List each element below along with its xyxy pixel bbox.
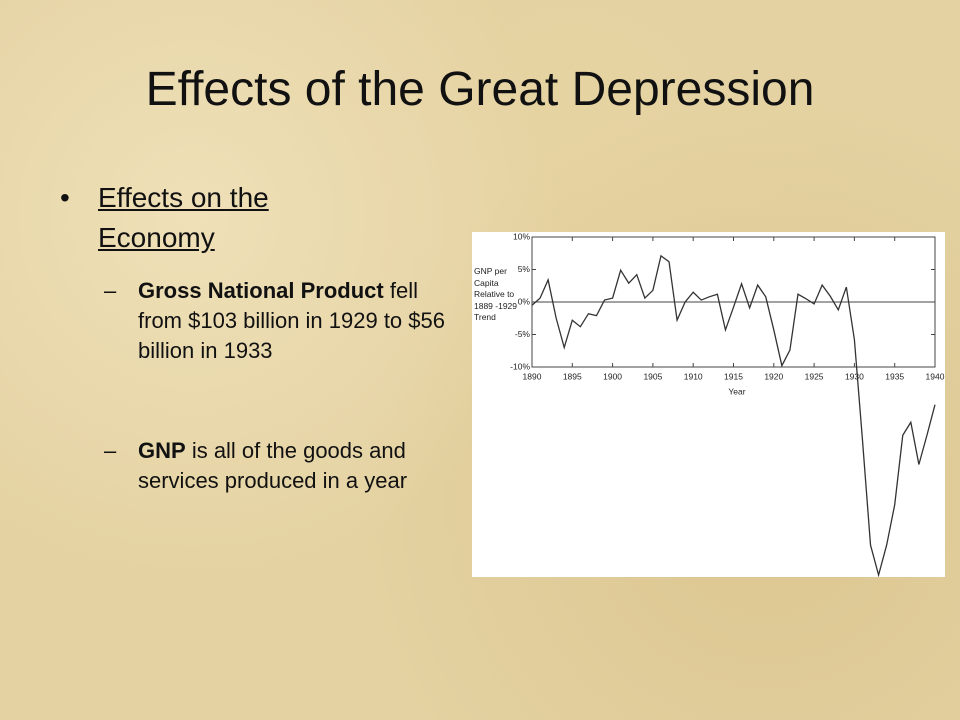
bullet: Effects on the Economy [60,178,358,258]
y-tick-label: 5% [518,264,531,274]
x-tick-label: 1895 [563,371,582,381]
x-tick-label: 1930 [845,371,864,381]
y-tick-label: 10% [513,232,530,241]
bold-text: Gross National Product [138,278,384,303]
slide-title: Effects of the Great Depression [145,63,815,116]
chart-svg: Year -10% -5% 0% 5% 10% 1890 1895 1900 1905 1910 1… [510,232,945,577]
sub-bullet-text: fell from $103 billion in 1929 to $56 bi… [138,278,445,363]
x-tick-label: 1940 [926,371,945,381]
data-line [531,254,936,577]
x-tick-label: 1900 [603,371,622,381]
chart: Year -10% -5% 0% 5% 10% 1890 1895 1900 1905 1910 1… [472,232,945,577]
y-axis-label: GNP per Capita Relative to 1889 -1929 Tr… [474,266,518,322]
bold-text: GNP [138,438,186,463]
sub-bullet: Gross National Product fell from $103 bi… [104,276,466,366]
y-tick-label: -5% [515,329,531,339]
y-tick-label: 0% [518,296,531,306]
x-tick-label: 1935 [885,371,904,381]
x-tick-label: 1915 [724,371,743,381]
sub-bullet-text: is all of the goods and services produce… [138,438,408,493]
x-tick-label: 1890 [523,371,542,381]
y-tick-label: -10% [510,361,530,371]
x-axis-label: Year [728,386,745,396]
x-tick-label: 1925 [805,371,824,381]
x-tick-label: 1920 [764,371,783,381]
sub-bullet: GNP is all of the goods and services pro… [104,436,466,496]
x-tick-label: 1905 [643,371,662,381]
x-tick-label: 1910 [684,371,703,381]
